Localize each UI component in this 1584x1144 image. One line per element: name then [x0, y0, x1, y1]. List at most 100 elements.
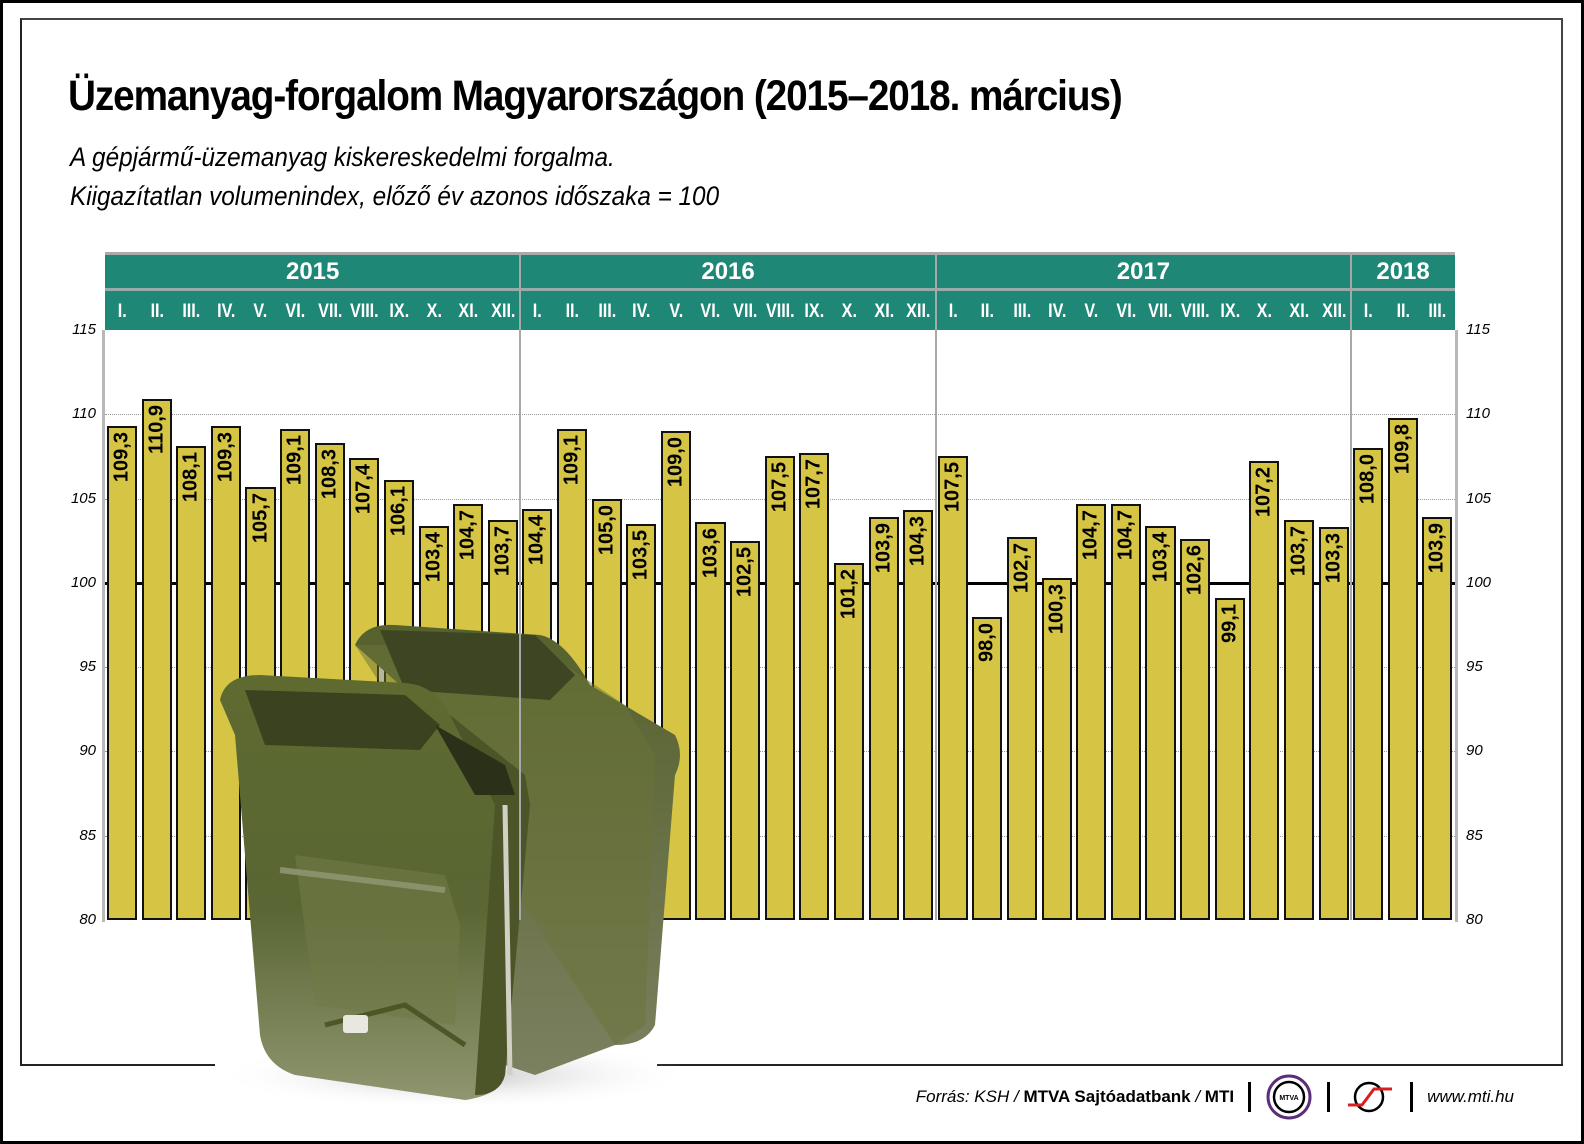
bar-value-label: 103,9 — [872, 523, 895, 574]
bar-value-label: 110,9 — [145, 405, 168, 455]
bar-value-label: 104,3 — [906, 516, 929, 567]
frame-bottom-right — [657, 1064, 1563, 1066]
month-label: IV. — [217, 301, 236, 322]
bar: 102,5 — [730, 540, 761, 920]
year-separator — [1350, 252, 1353, 920]
header-band: 2015 2016 2017 2018 I. II. III. IV. V. VI. VII. VII… — [105, 252, 1455, 330]
month-label: II. — [565, 301, 580, 322]
bar: 109,3 — [107, 426, 138, 920]
bar-value-label: 108,3 — [318, 448, 341, 499]
subtitle-line-1: A gépjármű-üzemanyag kiskereskedelmi for… — [70, 142, 615, 172]
y-tick-label: 100 — [1466, 573, 1492, 591]
bar: 107,7 — [799, 453, 830, 920]
bar-value-label: 104,7 — [1079, 509, 1102, 560]
month-label: XII. — [1321, 301, 1346, 322]
bar-value-label: 102,6 — [1183, 545, 1206, 596]
bar-value-label: 108,1 — [179, 452, 202, 503]
month-label: II. — [150, 301, 164, 322]
bar: 108,1 — [176, 446, 207, 920]
bar: 103,4 — [1145, 525, 1176, 920]
month-label: I. — [1363, 301, 1373, 322]
bar-value-label: 106,1 — [387, 486, 410, 537]
month-label: V. — [1084, 301, 1099, 322]
month-label: XI. — [458, 301, 479, 322]
year-separator — [519, 252, 522, 920]
bar-value-label: 109,3 — [214, 432, 237, 483]
bar-value-label: 99,1 — [1218, 604, 1241, 643]
bar: 107,5 — [937, 456, 968, 920]
axis-line-left — [102, 330, 105, 922]
bar: 101,2 — [833, 562, 865, 920]
source-credit: Forrás: KSH / MTVA Sajtóadatbank / MTI — [916, 1087, 1234, 1107]
month-label: VII. — [317, 301, 343, 322]
axis-line-right — [1455, 330, 1458, 922]
bar-value-label: 103,9 — [1425, 523, 1448, 574]
bar: 110,9 — [141, 399, 172, 920]
y-tick-label: 115 — [72, 321, 96, 338]
footer-divider — [1248, 1082, 1252, 1112]
footer-divider — [1410, 1082, 1414, 1112]
month-label: X. — [426, 301, 442, 322]
month-label: XII. — [490, 301, 516, 322]
subtitle-line-2: Kiigazítatlan volumenindex, előző év azo… — [70, 181, 720, 211]
month-label: IV. — [1047, 301, 1067, 322]
bar-value-label: 103,4 — [422, 531, 445, 582]
month-label: VI. — [700, 301, 721, 322]
month-label: XI. — [1289, 301, 1310, 322]
bar-value-label: 104,7 — [1114, 509, 1137, 560]
bar: 103,9 — [868, 517, 899, 920]
bar-value-label: 109,0 — [664, 437, 687, 488]
bar: 102,7 — [1007, 537, 1038, 920]
month-label: V. — [253, 301, 268, 322]
month-label: V. — [669, 301, 684, 322]
month-label: VII. — [1148, 301, 1173, 322]
frame-bottom-left — [20, 1064, 215, 1066]
bar: 103,7 — [1283, 520, 1315, 920]
year-label-2015: 2015 — [105, 255, 521, 291]
month-label: VIII. — [350, 301, 379, 322]
website-url[interactable]: www.mti.hu — [1427, 1087, 1514, 1106]
bar-value-label: 103,7 — [491, 526, 514, 577]
bar-value-label: 103,4 — [1149, 531, 1171, 582]
bar: 104,3 — [903, 510, 934, 920]
source-prefix: Forrás: KSH / — [915, 1087, 1024, 1106]
month-label: III. — [597, 301, 616, 322]
bar-value-label: 103,7 — [1287, 526, 1310, 577]
footer: Forrás: KSH / MTVA Sajtóadatbank / MTI M… — [916, 1074, 1514, 1120]
bar-value-label: 107,2 — [1252, 467, 1275, 518]
bar-value-label: 102,7 — [1010, 543, 1033, 594]
bar-value-label: 109,8 — [1391, 423, 1414, 474]
month-label: VI. — [285, 301, 306, 322]
month-label: VIII. — [765, 301, 795, 322]
month-label: IX. — [389, 301, 410, 322]
month-label: VIII. — [1181, 301, 1210, 322]
jerry-cans-illustration — [215, 624, 695, 1105]
bar: 109,3 — [210, 426, 241, 920]
bar-value-label: 109,3 — [110, 432, 133, 483]
y-tick-label: 90 — [1466, 742, 1483, 760]
mti-logo-icon — [1348, 1081, 1393, 1113]
bar-value-label: 103,6 — [699, 528, 721, 579]
month-label: VI. — [1116, 301, 1137, 322]
bar: 108,0 — [1353, 448, 1384, 920]
month-label: IX. — [1220, 301, 1240, 322]
y-tick-label: 80 — [1466, 911, 1483, 928]
bar: 103,9 — [1422, 517, 1453, 920]
bar: 107,2 — [1249, 461, 1280, 920]
bar: 100,3 — [1041, 577, 1072, 920]
y-tick-label: 85 — [1466, 826, 1483, 844]
y-tick-label: 100 — [70, 573, 96, 591]
bar: 107,5 — [764, 456, 795, 920]
bar-value-label: 108,0 — [1356, 454, 1379, 505]
month-label: I. — [533, 301, 543, 322]
month-label: IX. — [804, 301, 825, 322]
month-label: IV. — [632, 301, 651, 322]
bar-value-label: 107,5 — [941, 462, 964, 513]
y-tick-label: 110 — [1466, 405, 1490, 423]
month-label: I. — [948, 301, 958, 322]
y-tick-label: 115 — [1466, 321, 1490, 338]
y-tick-label: 110 — [72, 405, 96, 423]
bar: 109,8 — [1387, 417, 1418, 920]
bar-value-label: 103,3 — [1322, 533, 1345, 584]
